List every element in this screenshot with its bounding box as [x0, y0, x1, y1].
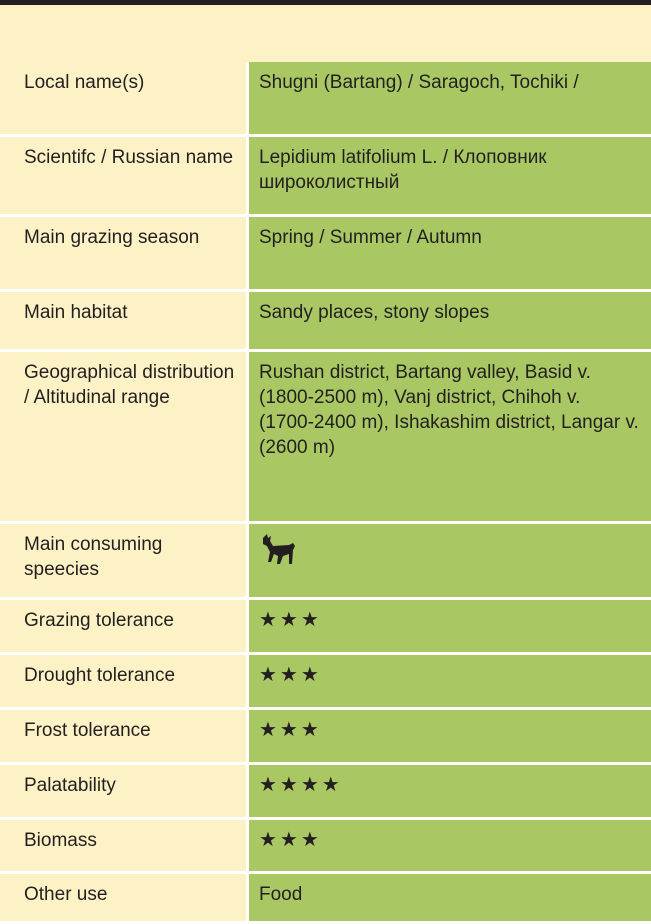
row-label: Palatability: [0, 765, 249, 817]
table-row: Drought tolerance ★★★: [0, 655, 651, 710]
row-label: Scientifc / Russian name: [0, 137, 249, 214]
row-label: Biomass: [0, 820, 249, 871]
table-row: Main grazing season Spring / Summer / Aut…: [0, 217, 651, 292]
table-row: Geographical distribution / Altitudinal …: [0, 352, 651, 524]
goat-icon: [263, 534, 295, 564]
table-row: Palatability ★★★★: [0, 765, 651, 820]
table-row: Main habitat Sandy places, stony slopes: [0, 292, 651, 352]
table-row: Scientifc / Russian name Lepidium latifol…: [0, 137, 651, 217]
row-value: ★★★: [249, 655, 651, 707]
row-label: Main grazing season: [0, 217, 249, 289]
row-label: Other use: [0, 874, 249, 921]
row-value: Rushan district, Bartang valley, Basid v…: [249, 352, 651, 521]
table-row: Main consuming speecies: [0, 524, 651, 600]
table-row: Biomass ★★★: [0, 820, 651, 874]
row-value: Lepidium latifolium L. / Клоповник широк…: [249, 137, 651, 214]
table-row: Other use Food: [0, 874, 651, 924]
row-label: Grazing tolerance: [0, 600, 249, 652]
top-bar: [0, 0, 651, 5]
row-value: ★★★: [249, 600, 651, 652]
table-row: Local name(s) Shugni (Bartang) / Saragoch…: [0, 62, 651, 137]
row-value: Sandy places, stony slopes: [249, 292, 651, 349]
table-row: Grazing tolerance ★★★: [0, 600, 651, 655]
row-label: Drought tolerance: [0, 655, 249, 707]
table-row: Frost tolerance ★★★: [0, 710, 651, 765]
row-value: Shugni (Bartang) / Saragoch, Tochiki /: [249, 62, 651, 134]
row-value: ★★★★: [249, 765, 651, 817]
row-label: Main consuming speecies: [0, 524, 249, 597]
row-value: Food: [249, 874, 651, 921]
row-value: ★★★: [249, 710, 651, 762]
row-label: Local name(s): [0, 62, 249, 134]
row-label: Main habitat: [0, 292, 249, 349]
info-table: Local name(s) Shugni (Bartang) / Saragoch…: [0, 62, 651, 924]
row-value: Spring / Summer / Autumn: [249, 217, 651, 289]
row-value: [249, 524, 651, 597]
row-value: ★★★: [249, 820, 651, 871]
row-label: Geographical distribution / Altitudinal …: [0, 352, 249, 521]
row-label: Frost tolerance: [0, 710, 249, 762]
